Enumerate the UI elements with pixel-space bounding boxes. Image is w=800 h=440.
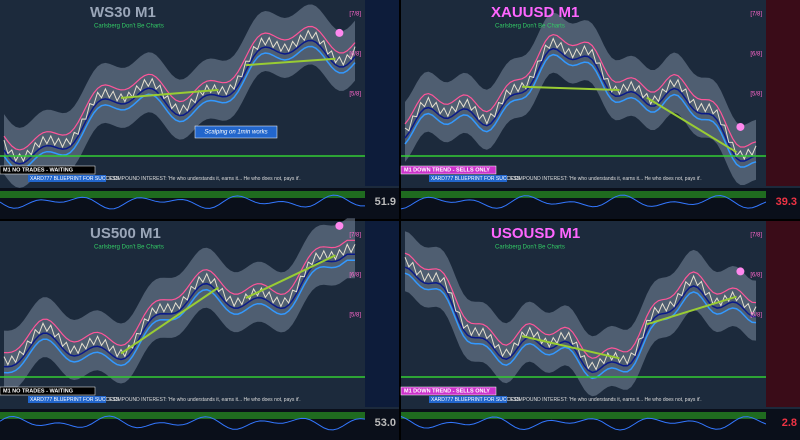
signal-dot — [335, 28, 344, 37]
trend-arrow — [521, 335, 620, 360]
oscillator-axis — [766, 188, 800, 219]
oscillator-axis — [766, 409, 800, 440]
oscillator-line — [400, 416, 767, 431]
pane-title: USOUSD M1 — [491, 225, 580, 242]
level-label: [5/8] — [750, 313, 762, 319]
brand-box — [28, 396, 106, 403]
ma-line — [404, 272, 757, 380]
status: M1 DOWN TREND - SELLS ONLY — [404, 167, 490, 173]
price-axis — [766, 0, 800, 186]
note: Scalping on 1min works — [204, 130, 267, 136]
status: M1 DOWN TREND - SELLS ONLY — [404, 388, 490, 394]
trend-arrow — [521, 85, 620, 91]
chart-pane: WS30 M1 Carlsberg Don't Be Charts [7/8] [6/… — [0, 0, 399, 219]
level-label: [6/8] — [750, 52, 762, 58]
level-label: [5/8] — [750, 92, 762, 98]
footer-quote: COMPOUND INTEREST: 'He who understands i… — [511, 176, 702, 182]
price-line — [404, 257, 757, 371]
level-label: [5/8] — [349, 92, 361, 98]
oscillator-axis — [365, 188, 399, 219]
brand-box — [429, 396, 507, 403]
status-box — [400, 386, 497, 396]
trend-arrow — [646, 96, 738, 154]
oscillator-value: 39.3 — [776, 196, 797, 208]
level-label: [6/8] — [349, 52, 361, 58]
level-label: [5/8] — [349, 313, 361, 319]
oscillator-band — [401, 412, 766, 419]
ma-line — [404, 252, 757, 359]
brand: XARD777 BLUEPRINT FOR SUCCESS — [30, 176, 120, 182]
ma-line — [3, 253, 355, 368]
pane-subtitle: Carlsberg Don't Be Charts — [94, 245, 164, 251]
footer-quote: COMPOUND INTEREST: 'He who understands i… — [511, 397, 702, 403]
trend-arrow — [646, 295, 737, 326]
trend-arrow — [245, 254, 336, 299]
trend-arrow — [245, 57, 336, 67]
oscillator-value: 51.9 — [375, 196, 396, 208]
level-label: [7/8] — [750, 233, 762, 239]
level-label: [6/8] — [349, 273, 361, 279]
price-line — [3, 243, 356, 366]
level-label: [7/8] — [349, 12, 361, 18]
trend-arrow — [120, 286, 220, 355]
status-box — [0, 386, 96, 396]
ma-line — [3, 25, 356, 151]
note-box — [194, 125, 278, 139]
brand: XARD777 BLUEPRINT FOR SUCCESS — [431, 397, 521, 403]
ma-line — [3, 45, 356, 171]
oscillator-value: 2.8 — [782, 417, 797, 429]
chart-pane: US500 M1 Carlsberg Don't Be Charts [7/8] [6… — [0, 218, 399, 440]
level-label: [7/8] — [349, 233, 361, 239]
price-axis — [365, 221, 399, 407]
ma-line — [404, 53, 757, 168]
pane-subtitle: Carlsberg Don't Be Charts — [94, 24, 164, 30]
cloud-band — [4, 4, 355, 188]
pane-subtitle: Carlsberg Don't Be Charts — [495, 245, 565, 251]
signal-dot — [736, 122, 745, 131]
ma-line — [3, 239, 355, 354]
status-box — [400, 165, 497, 175]
price-axis — [365, 0, 399, 186]
brand: XARD777 BLUEPRINT FOR SUCCESS — [30, 397, 120, 403]
oscillator-band — [401, 191, 766, 198]
trend-arrow — [120, 88, 219, 99]
price-line — [3, 29, 356, 163]
price-line — [404, 37, 757, 161]
cloud-band — [405, 231, 756, 397]
pane-title: XAUUSD M1 — [491, 4, 579, 21]
pane-title: WS30 M1 — [90, 4, 156, 21]
pane-title: US500 M1 — [90, 225, 161, 242]
oscillator-line — [0, 194, 365, 210]
brand-box — [429, 175, 507, 182]
signal-dot — [736, 267, 745, 276]
brand: XARD777 BLUEPRINT FOR SUCCESS — [431, 176, 521, 182]
brand-box — [28, 175, 106, 182]
signal-dot — [335, 221, 344, 230]
oscillator-value: 53.0 — [375, 417, 396, 429]
oscillator-line — [400, 194, 767, 210]
footer-quote: COMPOUND INTEREST: 'He who understands i… — [110, 397, 301, 403]
chart-pane: USOUSD M1 Carlsberg Don't Be Charts [7/8] [… — [400, 221, 800, 440]
level-label: [7/8] — [750, 12, 762, 18]
price-axis — [766, 221, 800, 407]
status: M1 NO TRADES - WAITING — [3, 388, 73, 394]
chart-pane: XAUUSD M1 Carlsberg Don't Be Charts [7/8] [… — [400, 0, 800, 219]
ma-line — [404, 47, 757, 162]
oscillator-line — [0, 415, 366, 431]
oscillator-band — [0, 412, 365, 419]
cloud-band — [405, 12, 756, 185]
pane-subtitle: Carlsberg Don't Be Charts — [495, 24, 565, 30]
level-label: [6/8] — [750, 273, 762, 279]
oscillator-band — [0, 191, 365, 198]
footer-quote: COMPOUND INTEREST: 'He who understands i… — [110, 176, 301, 182]
status: M1 NO TRADES - WAITING — [3, 167, 73, 173]
status-box — [0, 165, 96, 175]
ma-line — [3, 259, 355, 374]
ma-line — [3, 39, 356, 165]
ma-line — [404, 33, 757, 148]
ma-line — [404, 266, 757, 374]
oscillator-axis — [365, 409, 399, 440]
